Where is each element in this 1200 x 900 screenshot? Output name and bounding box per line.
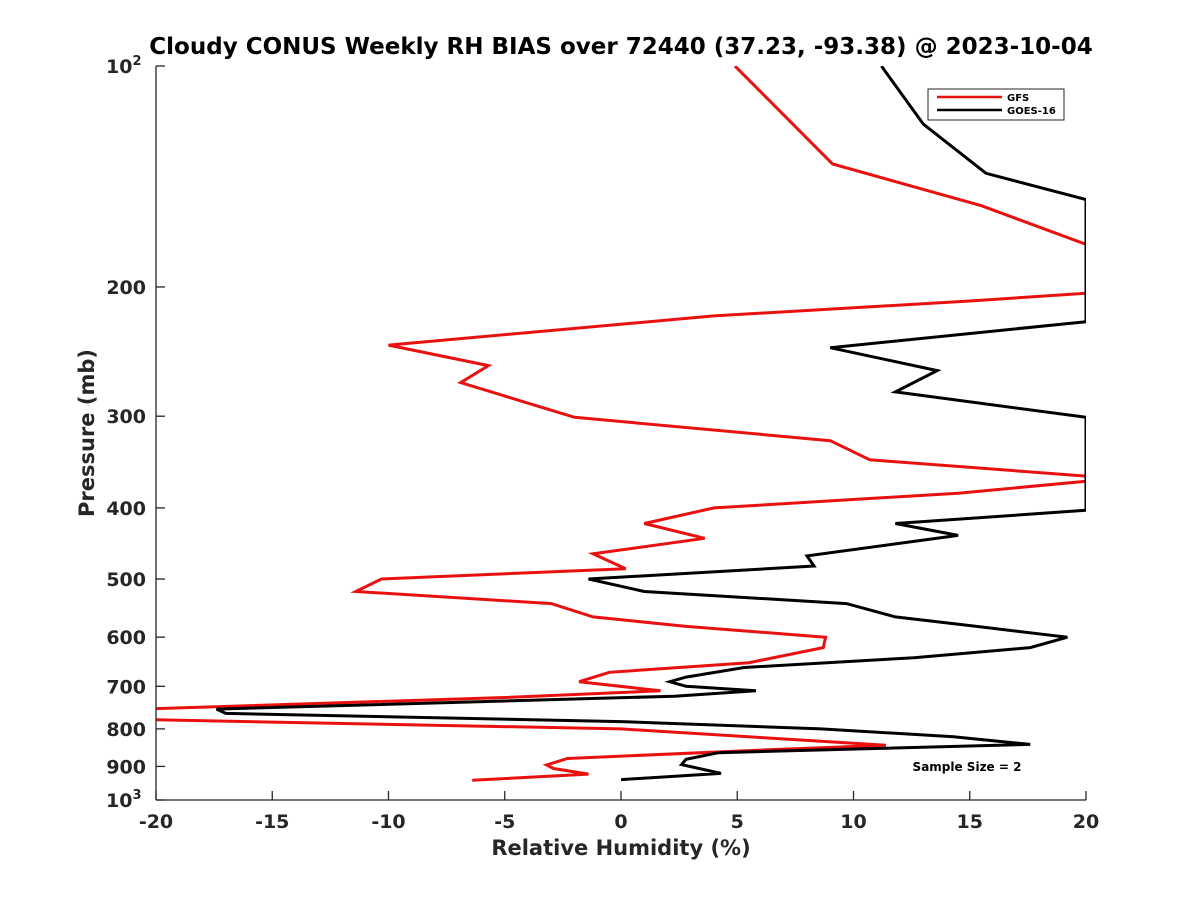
y-tick-label: 300 bbox=[106, 406, 146, 428]
x-tick-label: -5 bbox=[494, 811, 515, 833]
y-tick-label: 600 bbox=[106, 627, 146, 649]
x-tick-label: -15 bbox=[255, 811, 289, 833]
chart-title: Cloudy CONUS Weekly RH BIAS over 72440 (… bbox=[149, 34, 1092, 60]
sample-size-annotation: Sample Size = 2 bbox=[913, 760, 1022, 774]
series-line-gfs bbox=[156, 66, 1086, 782]
x-tick-label: 15 bbox=[957, 811, 983, 833]
legend: GFS GOES-16 bbox=[927, 88, 1065, 121]
x-tick-label: -10 bbox=[371, 811, 405, 833]
x-tick-label: 0 bbox=[614, 811, 627, 833]
y-tick-label: 800 bbox=[106, 719, 146, 741]
x-tick-label: -20 bbox=[139, 811, 173, 833]
y-tick-label: 102 bbox=[106, 54, 142, 78]
x-tick-label: 20 bbox=[1073, 811, 1099, 833]
y-tick-exponent: 3 bbox=[132, 788, 141, 803]
y-tick-base: 10 bbox=[106, 56, 132, 78]
x-axis-label: Relative Humidity (%) bbox=[491, 836, 750, 860]
x-tick-label: 5 bbox=[731, 811, 744, 833]
legend-box bbox=[927, 88, 1065, 121]
y-tick-label: 103 bbox=[106, 788, 142, 812]
y-tick-base: 10 bbox=[106, 790, 132, 812]
y-tick-label: 500 bbox=[106, 569, 146, 591]
x-tick-label: 10 bbox=[840, 811, 866, 833]
legend-label-goes16: GOES-16 bbox=[1007, 106, 1056, 117]
series-line-goes16 bbox=[215, 66, 1086, 782]
y-tick-label: 400 bbox=[106, 498, 146, 520]
series-layer bbox=[156, 66, 1086, 782]
y-tick-label: 700 bbox=[106, 676, 146, 698]
x-axis-ticks: -20 -15 -10 -5 0 5 10 15 20 bbox=[139, 791, 1099, 833]
y-tick-label: 200 bbox=[106, 277, 146, 299]
y-tick-label: 900 bbox=[106, 756, 146, 778]
y-axis-label: Pressure (mb) bbox=[75, 349, 99, 517]
y-tick-exponent: 2 bbox=[132, 54, 141, 69]
legend-label-gfs: GFS bbox=[1007, 93, 1029, 104]
